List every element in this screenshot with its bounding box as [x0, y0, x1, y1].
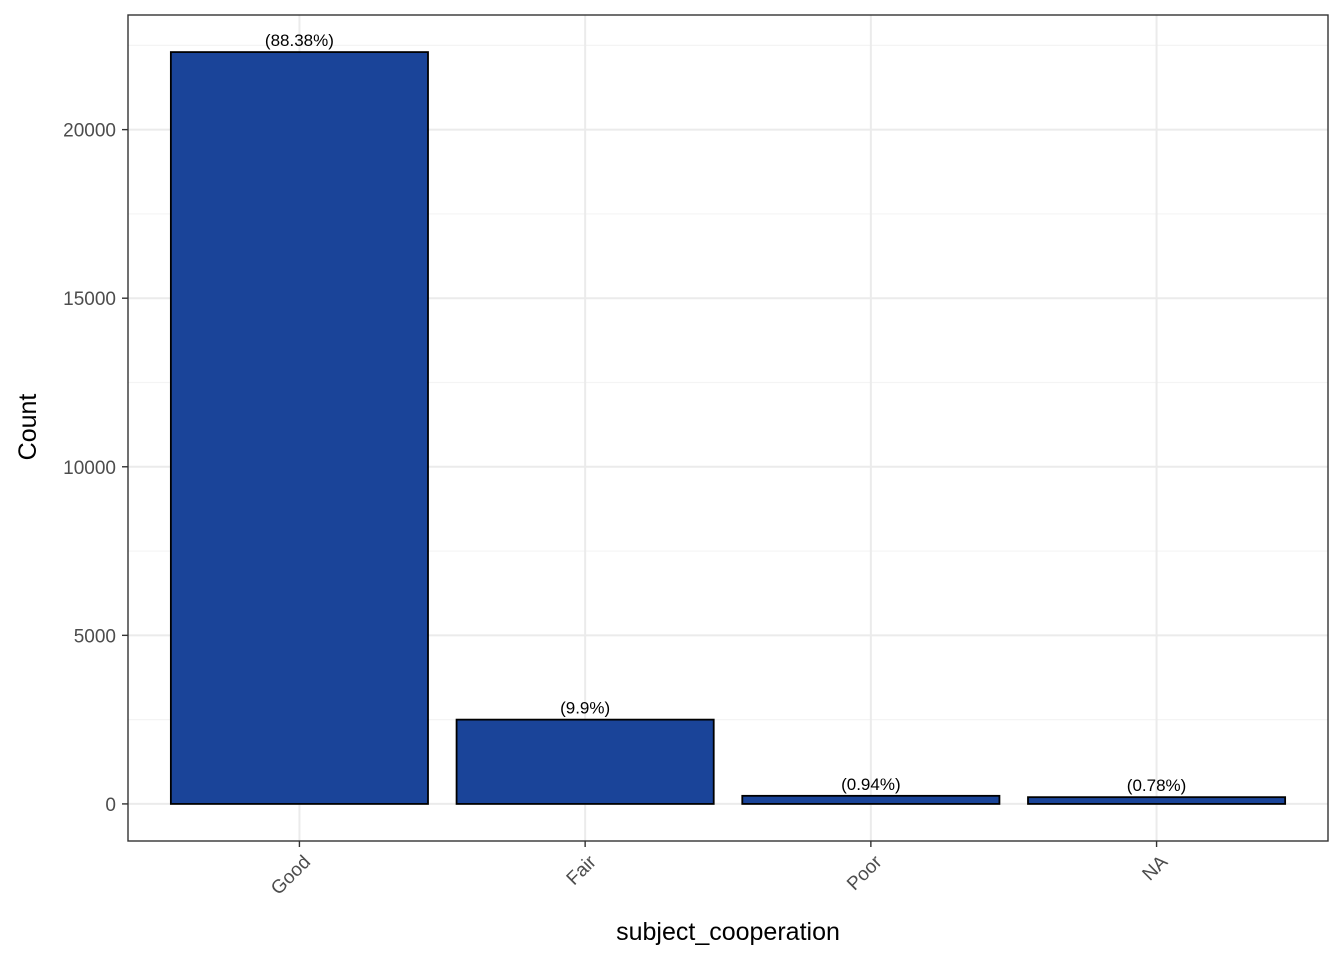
data-label: (0.94%) — [841, 775, 901, 794]
data-label: (9.9%) — [560, 699, 610, 718]
bar-na — [1027, 796, 1287, 805]
y-tick-label: 5000 — [74, 626, 116, 647]
data-labels: (88.38%) (9.9%) (0.94%) (0.78%) — [265, 31, 1186, 795]
y-axis: 0 5000 10000 15000 20000 — [63, 121, 128, 816]
y-axis-title: Count — [14, 394, 42, 461]
x-tick-label: NA — [1139, 851, 1173, 885]
data-label: (88.38%) — [265, 31, 334, 50]
bars — [169, 51, 1287, 805]
y-tick-label: 0 — [105, 795, 116, 816]
bar-poor — [741, 794, 1001, 805]
y-tick-label: 15000 — [63, 289, 116, 310]
x-axis: Good Fair Poor NA — [267, 841, 1172, 899]
x-axis-title: subject_cooperation — [616, 918, 840, 946]
bar-fair — [455, 718, 715, 805]
x-tick-label: Good — [267, 852, 315, 900]
panel-border — [127, 14, 1329, 842]
x-tick-label: Poor — [843, 851, 887, 895]
y-tick-label: 10000 — [63, 458, 116, 479]
data-label: (0.78%) — [1127, 776, 1187, 795]
y-tick-label: 20000 — [63, 121, 116, 142]
x-tick-label: Fair — [563, 851, 601, 889]
bar-good — [169, 51, 429, 805]
